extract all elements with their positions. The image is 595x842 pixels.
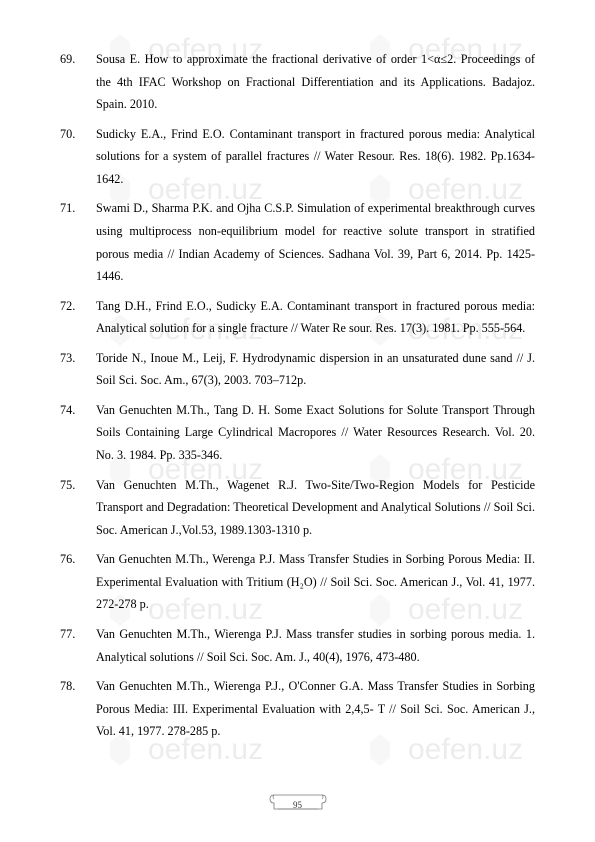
reference-text: Van Genuchten M.Th., Wagenet R.J. Two-Si… xyxy=(96,474,535,542)
reference-item: 70.Sudicky E.A., Frind E.O. Contaminant … xyxy=(60,123,535,191)
reference-number: 73. xyxy=(60,347,96,392)
page-number: 95 xyxy=(293,799,302,809)
page-footer: 95 xyxy=(268,791,328,818)
reference-item: 76.Van Genuchten M.Th., Werenga P.J. Mas… xyxy=(60,548,535,616)
reference-item: 77.Van Genuchten M.Th., Wierenga P.J. Ma… xyxy=(60,623,535,668)
reference-number: 78. xyxy=(60,675,96,743)
page-content: 69.Sousa E. How to approximate the fract… xyxy=(0,0,595,780)
reference-number: 69. xyxy=(60,48,96,116)
reference-item: 78.Van Genuchten M.Th., Wierenga P.J., O… xyxy=(60,675,535,743)
reference-number: 74. xyxy=(60,399,96,467)
reference-item: 75.Van Genuchten M.Th., Wagenet R.J. Two… xyxy=(60,474,535,542)
reference-item: 72.Tang D.H., Frind E.O., Sudicky E.A. C… xyxy=(60,295,535,340)
references-list: 69.Sousa E. How to approximate the fract… xyxy=(60,48,535,743)
reference-item: 74.Van Genuchten M.Th., Tang D. H. Some … xyxy=(60,399,535,467)
reference-number: 70. xyxy=(60,123,96,191)
reference-text: Van Genuchten M.Th., Werenga P.J. Mass T… xyxy=(96,548,535,616)
reference-number: 71. xyxy=(60,197,96,287)
reference-item: 71.Swami D., Sharma P.K. and Ojha C.S.P.… xyxy=(60,197,535,287)
reference-text: Tang D.H., Frind E.O., Sudicky E.A. Cont… xyxy=(96,295,535,340)
reference-text: Toride N., Inoue M., Leij, F. Hydrodynam… xyxy=(96,347,535,392)
reference-number: 75. xyxy=(60,474,96,542)
reference-number: 77. xyxy=(60,623,96,668)
reference-number: 72. xyxy=(60,295,96,340)
reference-text: Van Genuchten M.Th., Wierenga P.J. Mass … xyxy=(96,623,535,668)
reference-text: Van Genuchten M.Th., Tang D. H. Some Exa… xyxy=(96,399,535,467)
reference-text: Sousa E. How to approximate the fraction… xyxy=(96,48,535,116)
reference-item: 73.Toride N., Inoue M., Leij, F. Hydrody… xyxy=(60,347,535,392)
reference-text: Swami D., Sharma P.K. and Ojha C.S.P. Si… xyxy=(96,197,535,287)
reference-text: Sudicky E.A., Frind E.O. Contaminant tra… xyxy=(96,123,535,191)
reference-item: 69.Sousa E. How to approximate the fract… xyxy=(60,48,535,116)
reference-number: 76. xyxy=(60,548,96,616)
reference-text: Van Genuchten M.Th., Wierenga P.J., O'Co… xyxy=(96,675,535,743)
